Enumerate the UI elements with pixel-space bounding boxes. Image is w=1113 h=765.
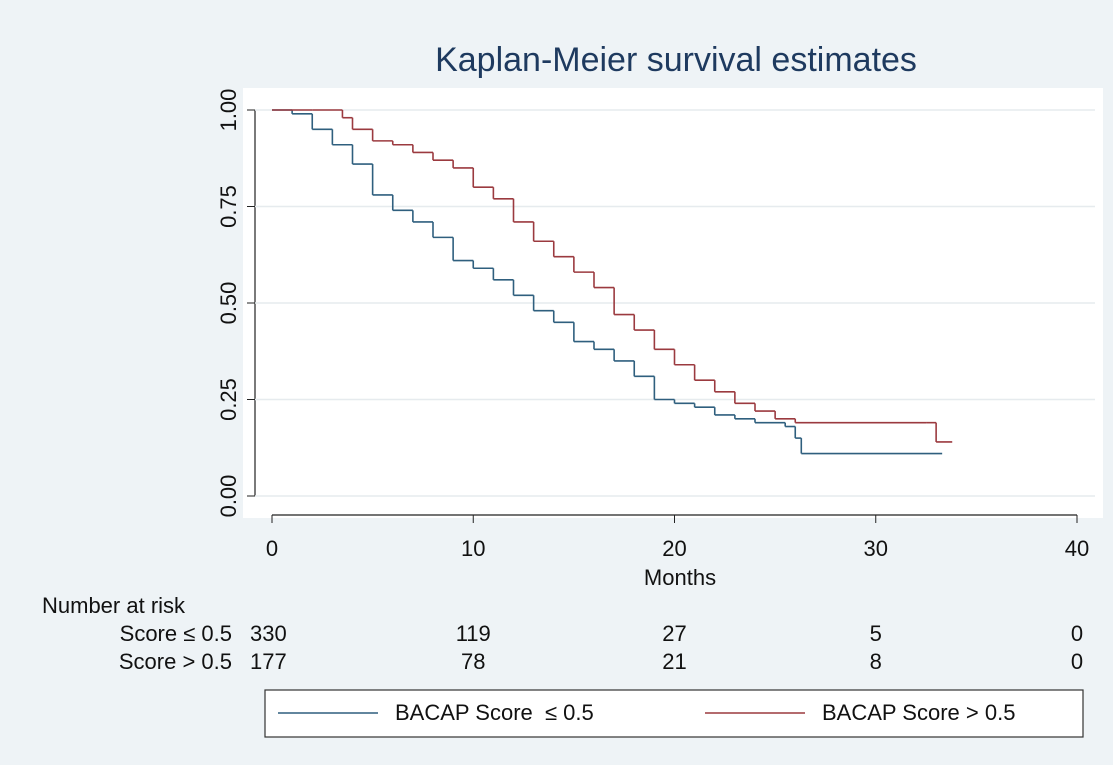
risk-value: 330 [250, 621, 287, 646]
y-tick-label: 0.00 [216, 475, 241, 518]
chart-title: Kaplan-Meier survival estimates [435, 41, 917, 79]
risk-row-label: Score > 0.5 [119, 649, 232, 674]
risk-value: 177 [250, 649, 287, 674]
risk-value: 8 [870, 649, 882, 674]
x-tick-label: 30 [864, 536, 888, 561]
risk-value: 21 [662, 649, 686, 674]
risk-table-title: Number at risk [42, 593, 186, 618]
risk-value: 0 [1071, 621, 1083, 646]
risk-value: 0 [1071, 649, 1083, 674]
legend-label: BACAP Score ≤ 0.5 [395, 700, 594, 725]
risk-value: 78 [461, 649, 485, 674]
y-tick-label: 0.25 [216, 378, 241, 421]
risk-value: 119 [456, 621, 491, 646]
x-tick-label: 0 [266, 536, 278, 561]
legend-label: BACAP Score > 0.5 [822, 700, 1015, 725]
risk-value: 5 [870, 621, 882, 646]
risk-row-label: Score ≤ 0.5 [120, 621, 232, 646]
x-axis-label: Months [644, 565, 716, 590]
y-tick-label: 0.50 [216, 282, 241, 325]
legend [264, 689, 1084, 738]
x-tick-label: 40 [1065, 536, 1089, 561]
risk-value: 27 [662, 621, 686, 646]
x-tick-label: 10 [461, 536, 485, 561]
x-tick-label: 20 [662, 536, 686, 561]
y-tick-label: 1.00 [216, 89, 241, 132]
y-tick-label: 0.75 [216, 185, 241, 228]
